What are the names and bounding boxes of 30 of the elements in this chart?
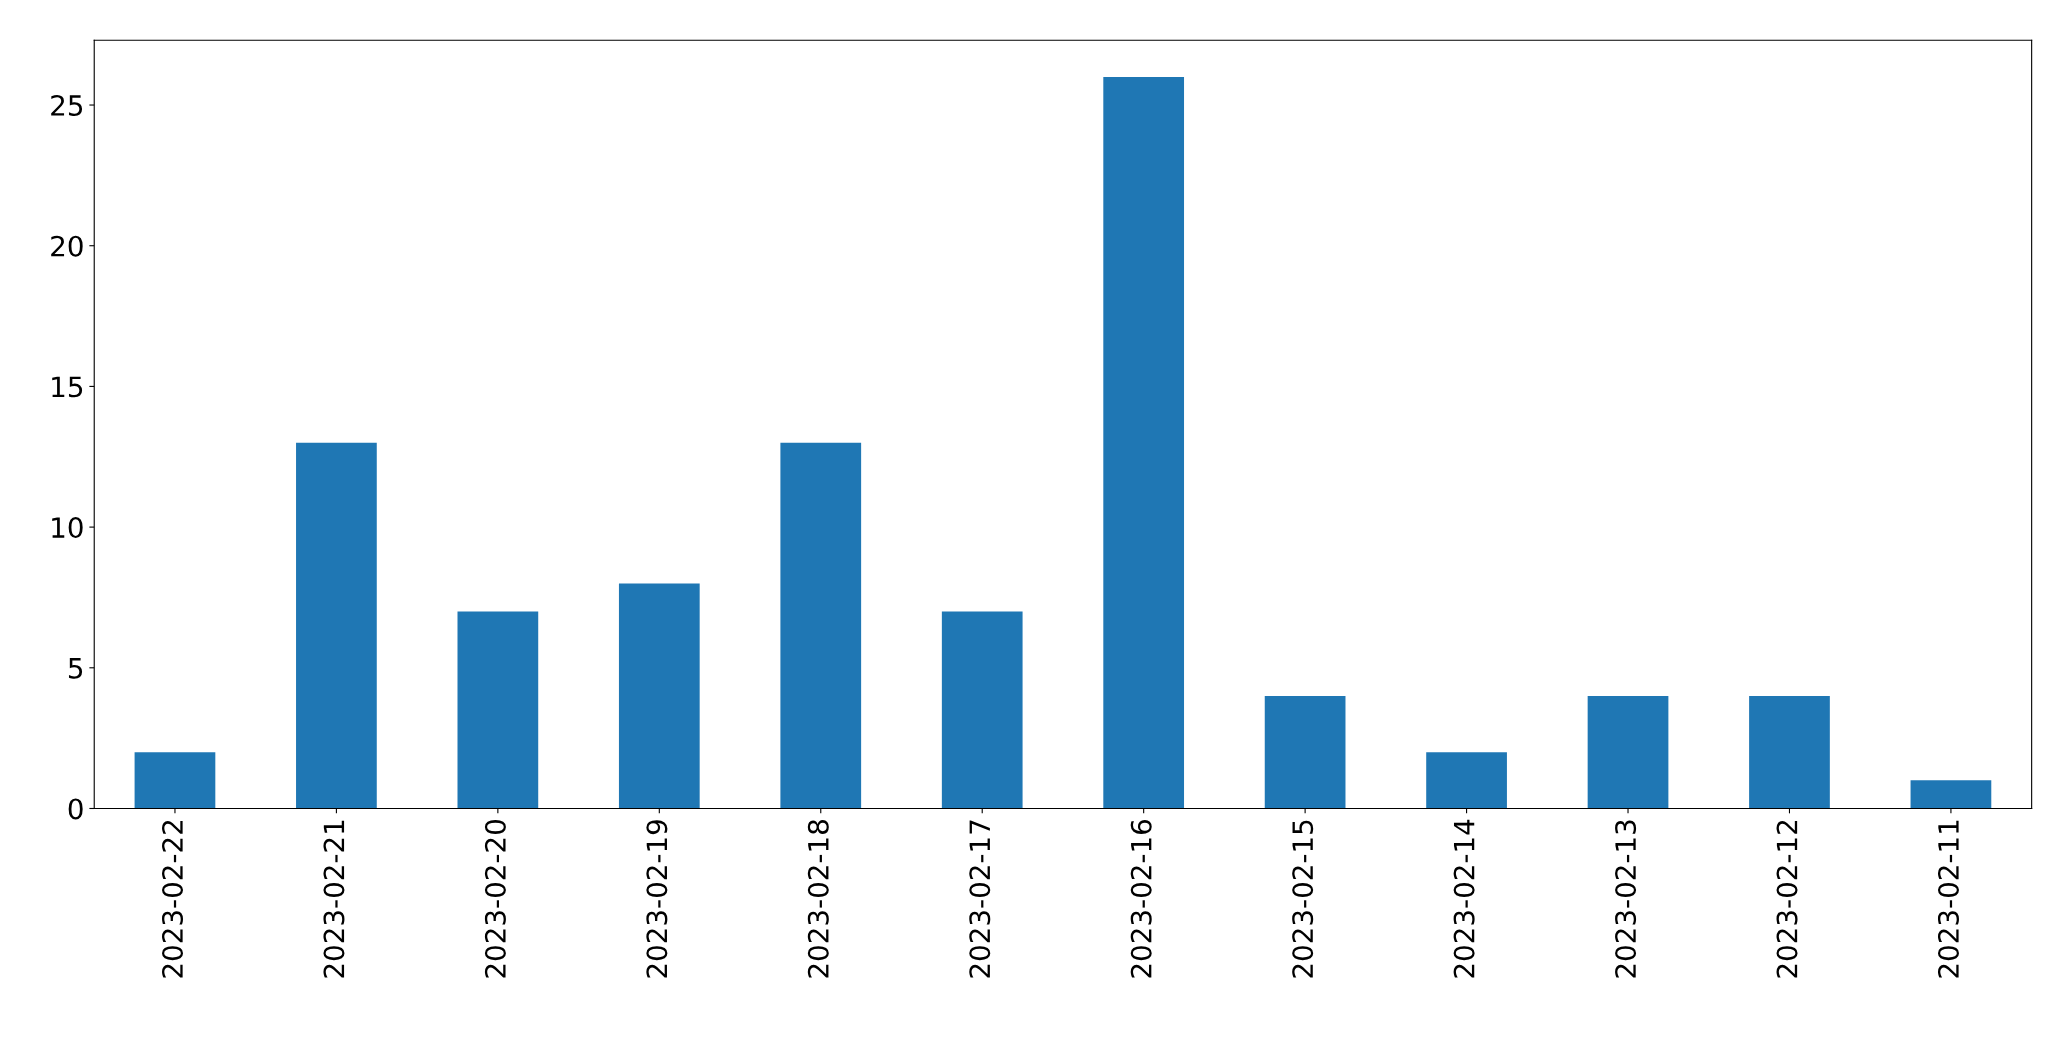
y-tick-label: 20 (51, 235, 83, 257)
x-tick-label: 2023-02-15 (1292, 820, 1314, 978)
bar (457, 611, 539, 809)
x-tick-label: 2023-02-22 (162, 820, 184, 978)
bar (1103, 76, 1185, 809)
y-tick-label: 5 (68, 658, 83, 679)
y-tick-label: 15 (52, 376, 83, 398)
x-tick-label: 2023-02-16 (1130, 819, 1152, 978)
bar (1910, 780, 1992, 809)
bar (941, 611, 1023, 809)
bar (296, 442, 377, 809)
x-tick-label: 2023-02-18 (807, 820, 829, 978)
bar (134, 752, 216, 809)
bar (1264, 695, 1346, 809)
y-tick-label: 0 (68, 798, 83, 820)
bar (1587, 695, 1669, 809)
x-tick-label: 2023-02-19 (646, 820, 668, 978)
x-tick-label: 2023-02-13 (1615, 820, 1637, 978)
y-tick-label: 25 (51, 94, 83, 116)
x-tick-label: 2023-02-21 (323, 820, 345, 978)
bar (1749, 695, 1830, 809)
x-tick-label: 2023-02-17 (969, 820, 991, 978)
x-tick-label: 2023-02-11 (1937, 820, 1959, 978)
x-tick-label: 2023-02-20 (484, 820, 506, 978)
bar (618, 583, 700, 809)
x-tick-label: 2023-02-14 (1453, 819, 1475, 978)
x-tick-label: 2023-02-12 (1776, 820, 1798, 978)
y-tick-label: 10 (52, 517, 83, 539)
bar (1426, 752, 1507, 809)
bar (780, 442, 862, 809)
